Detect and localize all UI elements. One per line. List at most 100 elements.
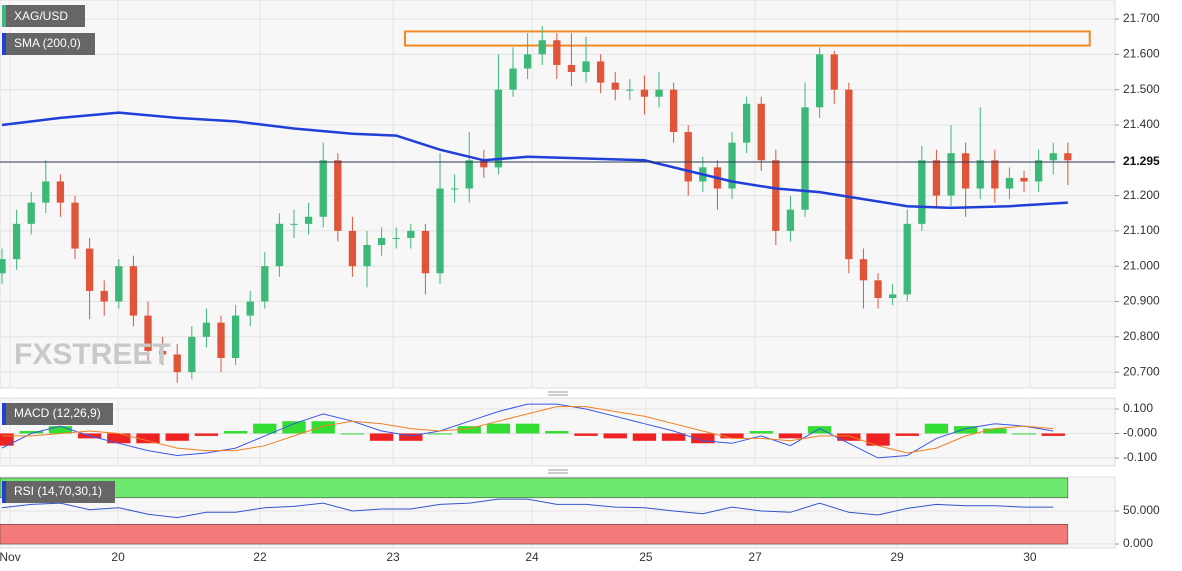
macd-histogram-bar (924, 423, 949, 434)
macd-line (1, 403, 1054, 459)
candle-body (158, 350, 167, 355)
macd-histogram-bar (895, 433, 919, 436)
candle-body (640, 89, 649, 97)
candle-body (304, 216, 313, 224)
candle-body (509, 68, 517, 90)
candle-body (334, 160, 342, 231)
macd-histogram-bar (486, 423, 511, 434)
y-tick-label: 21.100 (1123, 223, 1160, 237)
macd-histogram-bar (19, 431, 43, 434)
candle-body (231, 315, 240, 358)
legend-label: SMA (200,0) (14, 36, 81, 50)
macd-histogram-bar (399, 433, 423, 441)
macd-histogram-bar (866, 433, 890, 446)
candle-body (436, 188, 444, 274)
y-tick-label: 21.000 (1123, 258, 1160, 272)
candle-body (188, 336, 196, 373)
y-tick-label: -0.100 (1123, 450, 1157, 464)
candle-body (553, 40, 561, 65)
legend-label: XAG/USD (14, 9, 68, 23)
candle-body (202, 322, 211, 337)
macd-histogram-bar (749, 431, 773, 434)
macd-histogram-bar (1041, 433, 1065, 436)
candle-body (961, 153, 970, 189)
candle-body (830, 54, 838, 90)
candle-body (757, 103, 765, 161)
macd-histogram-bar (632, 433, 657, 441)
x-tick-label: 27 (748, 550, 762, 564)
candle-body (1049, 153, 1057, 161)
legend-item[interactable]: SMA (200,0) (2, 33, 95, 55)
candle-body (377, 237, 386, 246)
candle-body (567, 64, 576, 73)
rsi-line (1, 498, 1054, 519)
resistance-zone (403, 30, 1091, 47)
x-tick-label: 22 (253, 550, 267, 564)
macd-histogram-bar (691, 433, 715, 444)
legend-label: RSI (14,70,30,1) (14, 484, 102, 498)
candle-body (465, 160, 473, 189)
candle-body (85, 248, 94, 291)
macd-histogram-bar (603, 433, 627, 439)
macd-histogram-bar (165, 433, 189, 441)
macd-histogram-bar (194, 433, 219, 436)
candle-body (1020, 177, 1028, 182)
candle-body (684, 132, 692, 182)
candle-body (932, 160, 941, 196)
candle-body (655, 89, 663, 97)
candle-body (129, 266, 138, 316)
x-tick-label: 25 (639, 550, 653, 564)
candle-body (669, 89, 678, 133)
candle-body (56, 181, 65, 203)
candle-body (494, 89, 503, 168)
candle-body (144, 315, 152, 351)
panel-handle[interactable] (548, 391, 568, 396)
panel-handle[interactable] (548, 469, 568, 474)
candle-body (450, 188, 459, 190)
candle-body (859, 259, 868, 281)
candle-body (363, 245, 371, 267)
legend-label: MACD (12,26,9) (14, 406, 101, 420)
candle-body (903, 223, 911, 295)
candle-body (421, 230, 430, 274)
candle-body (918, 160, 926, 224)
x-tick-label: 29 (890, 550, 904, 564)
candle-body (246, 301, 254, 316)
candle-body (845, 89, 853, 260)
macd-histogram-bar (1012, 433, 1036, 435)
macd-histogram-bar (136, 433, 160, 444)
signal-line (2, 406, 1054, 454)
y-tick-label: 50.000 (1123, 503, 1160, 517)
macd-histogram-bar (457, 426, 481, 434)
candle-body (1064, 153, 1072, 161)
macd-histogram-bar (807, 426, 832, 434)
y-tick-label: 21.200 (1123, 188, 1160, 202)
candle-body (0, 259, 6, 274)
last-price-label: 21.295 (1123, 154, 1160, 168)
y-tick-label: 20.900 (1123, 294, 1160, 308)
legend-item[interactable]: XAG/USD (2, 5, 85, 27)
candle-body (115, 266, 123, 302)
y-tick-label: 21.400 (1123, 117, 1160, 131)
candle-body (12, 223, 21, 260)
legend-item[interactable]: MACD (12,26,9) (2, 403, 113, 425)
candle-body (801, 107, 809, 210)
candle-body (888, 294, 897, 298)
y-tick-label: -0.000 (1123, 426, 1157, 440)
candle-body (348, 230, 357, 267)
y-tick-label: 21.500 (1123, 82, 1160, 96)
candle-body (742, 103, 751, 143)
macd-histogram-bar (223, 431, 248, 434)
macd-histogram-bar (574, 433, 598, 436)
macd-histogram-bar (428, 433, 452, 435)
candle-body (976, 160, 984, 189)
legend-item[interactable]: RSI (14,70,30,1) (2, 481, 115, 503)
candle-body (1034, 160, 1043, 182)
candle-body (480, 160, 488, 168)
macd-histogram-bar (340, 433, 365, 435)
sma-line (1, 111, 1068, 210)
candle-body (596, 61, 605, 83)
candle-body (874, 280, 882, 298)
x-tick-label: 30 (1023, 550, 1037, 564)
